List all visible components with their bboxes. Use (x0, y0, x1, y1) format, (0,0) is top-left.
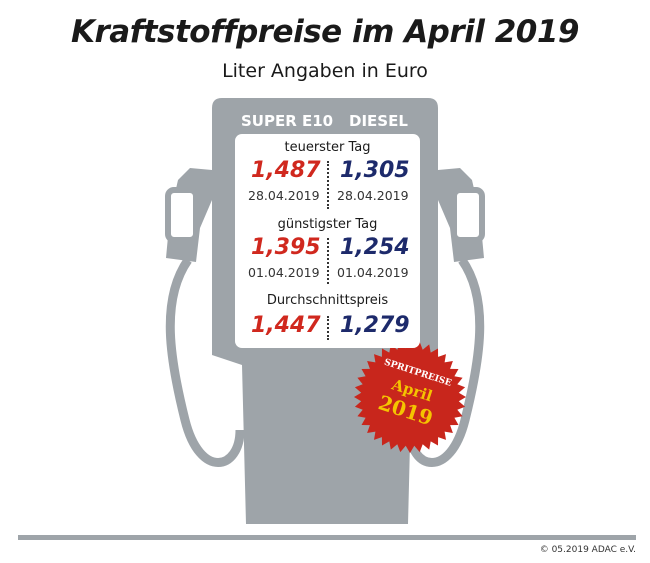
divider (327, 238, 329, 284)
subtitle: Liter Angaben in Euro (222, 60, 428, 82)
diesel-price-max: 1,305 (340, 158, 410, 183)
column-super-e10: SUPER E10 (241, 112, 334, 130)
super-price-min: 1,395 (251, 235, 321, 260)
copyright: © 05.2019 ADAC e.V. (539, 545, 636, 555)
right-hose (405, 257, 485, 467)
section-label: günstigster Tag (277, 217, 378, 232)
ground-line (18, 535, 636, 540)
page-title: Kraftstoffpreise im April 2019 (71, 14, 580, 50)
right-nozzle-icon (438, 168, 485, 262)
super-date-max: 28.04.2019 (248, 188, 320, 203)
badge-starburst (354, 341, 466, 453)
super-date-min: 01.04.2019 (248, 265, 320, 280)
diesel-date-max: 28.04.2019 (337, 188, 409, 203)
section-label: Durchschnittspreis (266, 293, 389, 308)
divider (327, 161, 329, 209)
super-price-avg: 1,447 (251, 313, 321, 338)
divider (327, 316, 329, 340)
column-diesel: DIESEL (349, 112, 408, 130)
super-price-max: 1,487 (251, 158, 321, 183)
diesel-price-avg: 1,279 (340, 313, 410, 338)
diesel-date-min: 01.04.2019 (337, 265, 409, 280)
diesel-price-min: 1,254 (340, 235, 410, 260)
price-card: teuerster Tag 1,487 1,305 28.04.2019 28.… (235, 134, 420, 348)
hoses (165, 257, 485, 467)
left-nozzle-icon (165, 168, 212, 262)
section-label: teuerster Tag (284, 140, 371, 155)
left-hose (165, 257, 245, 467)
